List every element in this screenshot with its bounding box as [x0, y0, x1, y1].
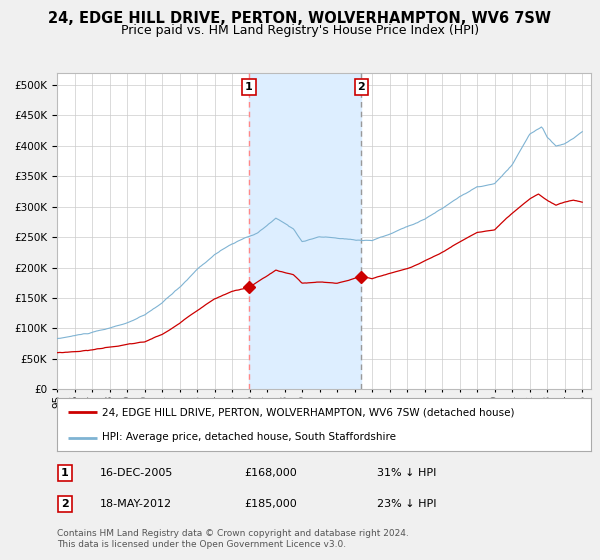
Text: 1: 1 — [61, 468, 69, 478]
Text: £185,000: £185,000 — [244, 499, 296, 509]
Text: 23% ↓ HPI: 23% ↓ HPI — [377, 499, 437, 509]
Text: 31% ↓ HPI: 31% ↓ HPI — [377, 468, 437, 478]
Text: 16-DEC-2005: 16-DEC-2005 — [100, 468, 173, 478]
Text: 24, EDGE HILL DRIVE, PERTON, WOLVERHAMPTON, WV6 7SW: 24, EDGE HILL DRIVE, PERTON, WOLVERHAMPT… — [49, 11, 551, 26]
Text: 1: 1 — [245, 82, 253, 92]
Text: HPI: Average price, detached house, South Staffordshire: HPI: Average price, detached house, Sout… — [103, 432, 397, 442]
Text: Price paid vs. HM Land Registry's House Price Index (HPI): Price paid vs. HM Land Registry's House … — [121, 24, 479, 36]
Bar — [249, 73, 361, 389]
Text: £168,000: £168,000 — [244, 468, 296, 478]
Text: 24, EDGE HILL DRIVE, PERTON, WOLVERHAMPTON, WV6 7SW (detached house): 24, EDGE HILL DRIVE, PERTON, WOLVERHAMPT… — [103, 408, 515, 418]
Text: Contains HM Land Registry data © Crown copyright and database right 2024.
This d: Contains HM Land Registry data © Crown c… — [57, 529, 409, 549]
Text: 2: 2 — [358, 82, 365, 92]
Text: 2: 2 — [61, 499, 69, 509]
Text: 18-MAY-2012: 18-MAY-2012 — [100, 499, 172, 509]
